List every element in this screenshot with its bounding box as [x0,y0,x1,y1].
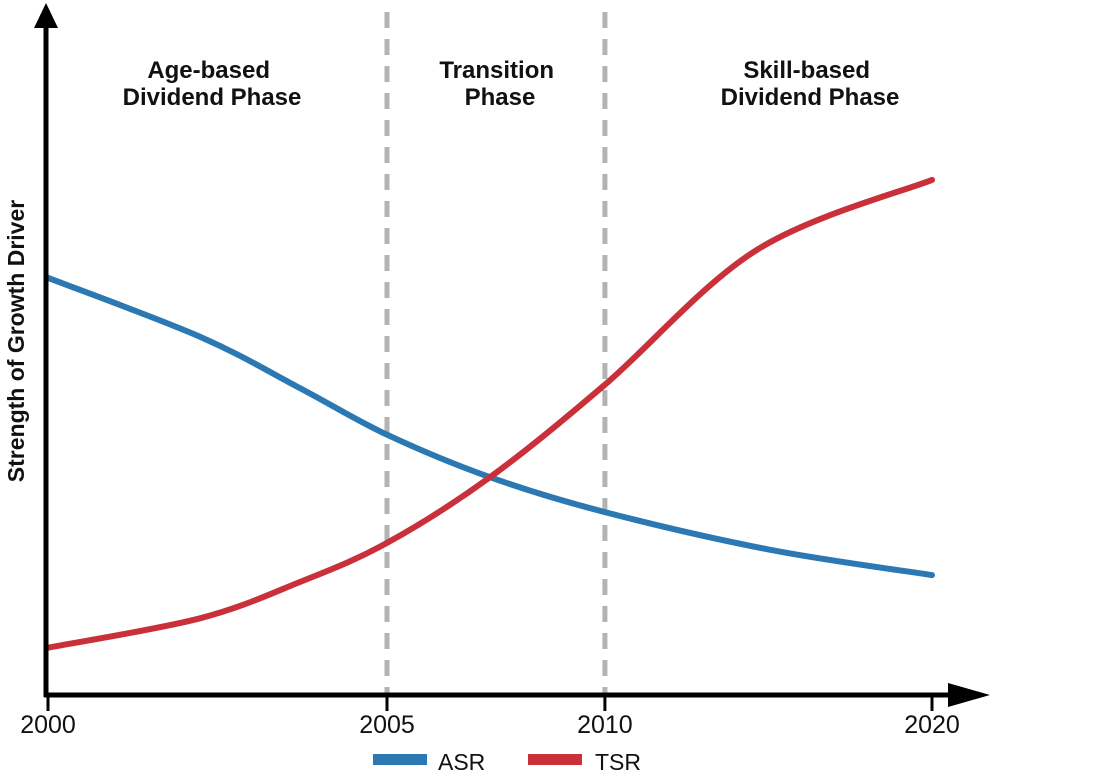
legend-swatch-asr [373,754,427,765]
reference-lines [384,12,608,693]
phase-label-skill-based: Skill-based Dividend Phase [721,57,900,111]
x-ticks [46,695,934,711]
x-axis [44,683,990,707]
legend-label-asr: ASR [438,749,485,775]
y-axis-arrowhead [34,3,58,28]
legend-label-tsr: TSR [595,749,641,775]
curve-tsr [45,176,935,651]
phase-labels: Age-based Dividend Phase Transition Phas… [123,57,900,111]
phase-label-age-based: Age-based Dividend Phase [123,57,302,111]
x-tick-label-2020: 2020 [904,711,960,739]
x-tick-label-2000: 2000 [20,711,76,739]
x-tick-label-2005: 2005 [359,711,415,739]
legend: ASR TSR [373,749,641,775]
x-axis-arrowhead [948,683,990,707]
x-tick-label-2010: 2010 [577,711,633,739]
curve-asr [45,274,935,579]
x-tick-labels: 2000 2005 2010 2020 [20,711,960,739]
y-axis-title: Strength of Growth Driver [3,200,29,482]
legend-swatch-tsr [528,754,582,765]
phase-label-transition: Transition Phase [439,57,560,111]
y-axis [34,3,58,697]
